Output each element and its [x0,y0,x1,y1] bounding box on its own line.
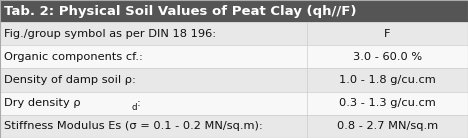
Text: Dry density ρ: Dry density ρ [4,98,80,108]
Bar [0,68,468,92]
Text: Fig./group symbol as per DIN 18 196:: Fig./group symbol as per DIN 18 196: [4,29,216,39]
Text: Tab. 2: Physical Soil Values of Peat Clay (qh//F): Tab. 2: Physical Soil Values of Peat Cla… [4,5,356,18]
Text: 0.3 - 1.3 g/cu.cm: 0.3 - 1.3 g/cu.cm [339,98,436,108]
Bar [0,0,468,22]
Bar [0,115,468,138]
Text: :: : [137,98,141,108]
Bar [0,22,468,45]
Text: Stiffness Modulus Es (σ = 0.1 - 0.2 MN/sq.m):: Stiffness Modulus Es (σ = 0.1 - 0.2 MN/s… [4,121,263,131]
Text: d: d [131,103,137,112]
Text: 1.0 - 1.8 g/cu.cm: 1.0 - 1.8 g/cu.cm [339,75,436,85]
Bar [0,45,468,68]
Text: Density of damp soil ρ:: Density of damp soil ρ: [4,75,136,85]
Text: Organic components cf.:: Organic components cf.: [4,52,143,62]
Text: 0.8 - 2.7 MN/sq.m: 0.8 - 2.7 MN/sq.m [336,121,438,131]
Text: 3.0 - 60.0 %: 3.0 - 60.0 % [353,52,422,62]
Text: F: F [384,29,390,39]
Bar [0,92,468,115]
